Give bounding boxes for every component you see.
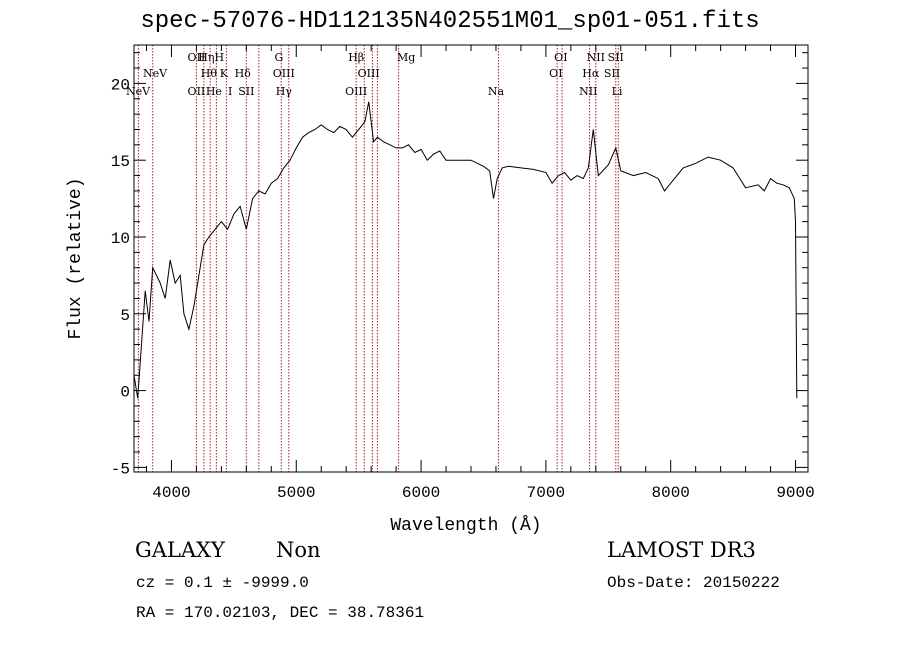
line-annotation: OI bbox=[549, 67, 563, 80]
line-annotation: Hθ bbox=[200, 67, 217, 80]
line-annotation: OIII bbox=[345, 85, 368, 98]
y-tick-label: 5 bbox=[120, 307, 130, 325]
survey-name: LAMOST DR3 bbox=[607, 538, 756, 562]
line-annotation: H bbox=[214, 51, 225, 64]
line-annotation: G bbox=[274, 51, 284, 64]
spectrum-series-line bbox=[134, 101, 798, 399]
y-tick-label: 15 bbox=[111, 153, 130, 171]
redshift-text: cz = 0.1 ± -9999.0 bbox=[136, 574, 309, 592]
y-tick-label: 10 bbox=[111, 230, 130, 248]
x-tick-label: 4000 bbox=[152, 484, 190, 502]
line-annotation: He bbox=[205, 85, 222, 98]
line-annotation: SII bbox=[238, 85, 255, 98]
plot-frame bbox=[133, 44, 809, 473]
line-annotation: Li bbox=[611, 85, 623, 98]
obs-date: Obs-Date: 20150222 bbox=[607, 574, 780, 592]
line-annotation: NeV bbox=[143, 67, 168, 80]
y-tick-label: 0 bbox=[120, 384, 130, 402]
line-annotation: Hβ bbox=[348, 51, 365, 64]
line-annotation: NII bbox=[579, 85, 598, 98]
x-tick-label: 9000 bbox=[776, 484, 814, 502]
x-tick-label: 6000 bbox=[402, 484, 440, 502]
line-annotation: Hδ bbox=[234, 67, 251, 80]
chart-title: spec-57076-HD112135N402551M01_sp01-051.f… bbox=[140, 8, 760, 35]
x-tick-label: 8000 bbox=[652, 484, 690, 502]
x-tick-label: 7000 bbox=[527, 484, 565, 502]
line-annotation: OI bbox=[554, 51, 568, 64]
line-annotation: Hγ bbox=[275, 85, 292, 98]
line-annotation: OII bbox=[187, 85, 206, 98]
y-axis-label: Flux (relative) bbox=[66, 177, 86, 339]
line-annotation: Hα bbox=[582, 67, 600, 80]
object-class: GALAXY bbox=[135, 538, 225, 562]
line-annotation: OIII bbox=[272, 67, 295, 80]
x-tick-label: 5000 bbox=[277, 484, 315, 502]
line-annotation: SII bbox=[607, 51, 624, 64]
line-annotation: OII bbox=[187, 51, 206, 64]
line-annotation: Mg bbox=[396, 51, 416, 64]
line-annotation: NeV bbox=[126, 85, 151, 98]
object-subclass: Non bbox=[276, 538, 321, 562]
line-annotation: SII bbox=[603, 67, 621, 80]
line-annotation: Hη bbox=[198, 51, 215, 64]
coordinates: RA = 170.02103, DEC = 38.78361 bbox=[136, 604, 425, 622]
x-axis-label: Wavelength (Å) bbox=[390, 515, 541, 536]
line-annotation: Na bbox=[487, 85, 505, 98]
line-annotation: NII bbox=[586, 51, 605, 64]
line-annotation: I bbox=[228, 85, 233, 98]
line-annotation: K bbox=[219, 67, 228, 80]
line-annotation: OIII bbox=[357, 67, 380, 80]
y-tick-label: -5 bbox=[111, 460, 130, 478]
y-tick-label: 20 bbox=[111, 76, 130, 94]
